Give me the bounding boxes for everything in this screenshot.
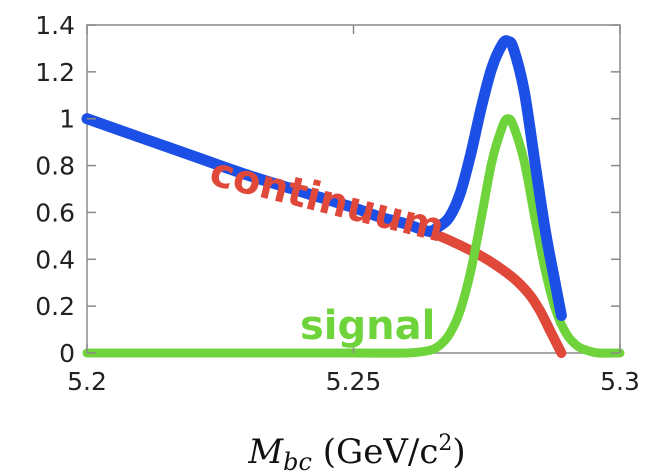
axis-ticks — [86, 24, 621, 354]
y-tick-label: 0 — [59, 339, 75, 368]
signal-label: signal — [300, 303, 435, 349]
y-tick-label: 1.4 — [35, 11, 75, 40]
x-tick-label: 5.25 — [326, 367, 382, 396]
x-tick-label: 5.3 — [600, 367, 640, 396]
x-axis-title: Mbc (GeV/c2) — [247, 431, 465, 475]
y-tick-label: 0.6 — [35, 198, 75, 227]
continuum-label: continuum — [205, 149, 449, 252]
series-labels: continuum signal — [205, 149, 449, 349]
x-tick-label: 5.2 — [67, 367, 107, 396]
signal-line — [82, 114, 625, 358]
y-tick-label: 0.8 — [35, 152, 75, 181]
tick-labels: 0 0.2 0.4 0.6 0.8 1 1.2 1.4 5.2 5.25 5.3 — [35, 11, 640, 396]
y-tick-label: 0.4 — [35, 245, 75, 274]
total-line — [81, 35, 567, 321]
y-tick-label: 1.2 — [35, 58, 75, 87]
y-tick-label: 1 — [59, 105, 75, 134]
y-tick-label: 0.2 — [35, 292, 75, 321]
